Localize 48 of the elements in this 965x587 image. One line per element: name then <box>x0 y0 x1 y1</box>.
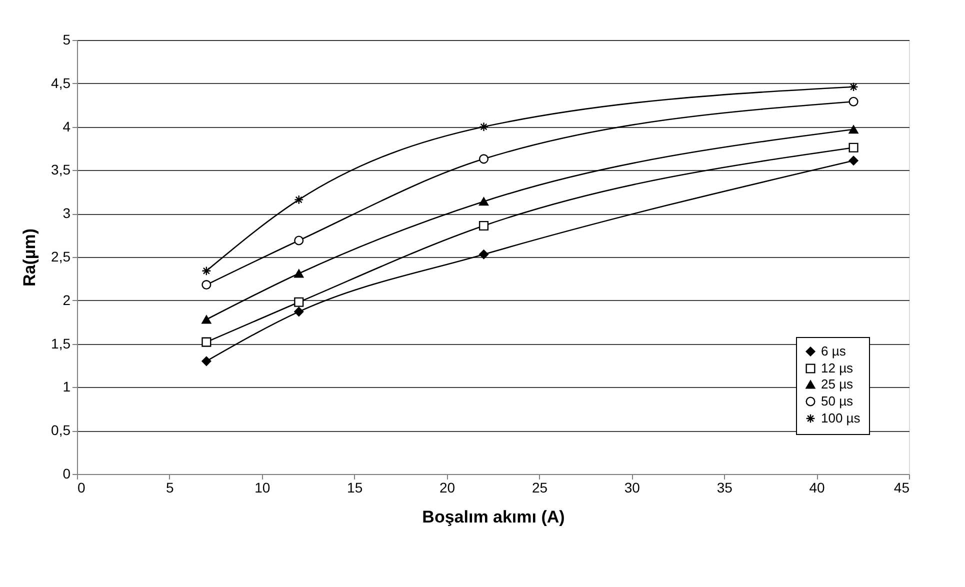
x-tick-label: 35 <box>716 480 733 496</box>
y-axis-title: Ra(µm) <box>20 228 40 286</box>
y-tick-label: 5 <box>62 32 71 48</box>
point <box>294 236 304 246</box>
point <box>202 266 212 276</box>
point <box>294 269 304 278</box>
x-tick-label: 10 <box>254 480 270 496</box>
point <box>478 220 489 231</box>
point <box>202 337 212 347</box>
y-tick-label: 4,5 <box>51 74 71 91</box>
legend-label: 12 µs <box>821 360 854 376</box>
y-tick-label: 3,5 <box>51 162 71 178</box>
y-tick-label: 0,5 <box>51 422 71 438</box>
point <box>848 156 858 166</box>
legend-label: 50 µs <box>821 394 854 408</box>
y-tick-label: 3 <box>62 205 71 222</box>
x-axis-title: Boşalım akımı (A) <box>422 508 565 526</box>
x-tick-label: 5 <box>166 480 174 496</box>
x-tick-label: 0 <box>78 480 86 496</box>
y-tick-label: 1 <box>62 378 71 395</box>
y-tick-label: 2,5 <box>51 248 71 264</box>
y-tick-label: 2 <box>62 292 71 308</box>
x-tick-label: 30 <box>624 480 640 496</box>
point <box>478 197 489 206</box>
point <box>478 122 489 132</box>
point <box>294 297 304 307</box>
y-tick-label: 1,5 <box>51 335 71 352</box>
x-tick-label: 40 <box>809 480 826 496</box>
point <box>294 306 304 316</box>
point <box>848 96 858 106</box>
y-tick-label: 4 <box>62 118 71 134</box>
x-tick-label: 15 <box>347 480 363 496</box>
x-tick-label: 45 <box>894 480 910 496</box>
point <box>202 315 212 324</box>
point <box>294 194 304 204</box>
legend-label: 100 µs <box>821 410 861 426</box>
point <box>202 280 212 290</box>
point <box>848 125 858 134</box>
point <box>848 142 858 152</box>
point <box>848 82 858 92</box>
point <box>478 154 489 164</box>
x-tick-label: 20 <box>439 480 456 496</box>
point <box>478 250 489 260</box>
y-tick-label: 0 <box>62 466 71 482</box>
point <box>202 356 212 366</box>
x-tick-label: 25 <box>532 480 548 496</box>
legend-label: 6 µs <box>821 344 846 358</box>
legend-label: 25 µs <box>821 376 854 392</box>
